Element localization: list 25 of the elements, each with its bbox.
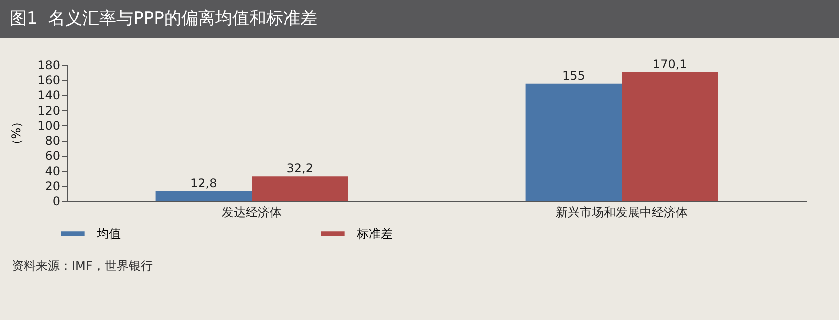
legend-label: 标准差: [356, 227, 393, 241]
bar: [526, 84, 622, 201]
y-tick-label: 120: [38, 104, 60, 118]
y-tick-label: 40: [45, 164, 60, 178]
y-tick-label: 100: [38, 118, 60, 133]
data-label: 32,2: [286, 162, 314, 176]
data-label: 12,8: [190, 176, 218, 190]
chart-title: 图1 名义汇率与PPP的偏离均值和标准差: [0, 0, 839, 38]
y-tick-label: 60: [45, 149, 60, 164]
bar: [622, 72, 718, 201]
x-tick-label: 发达经济体: [222, 206, 282, 220]
y-tick-label: 140: [38, 88, 60, 103]
data-label: 170,1: [652, 57, 688, 72]
y-tick-label: 0: [52, 194, 60, 208]
legend-label: 均值: [96, 227, 121, 241]
bar: [156, 191, 252, 201]
y-tick-label: 180: [38, 58, 60, 72]
y-tick-label: 80: [45, 134, 60, 148]
x-tick-label: 新兴市场和发展中经济体: [556, 206, 688, 220]
data-label: 155: [562, 68, 586, 83]
y-tick-label: 20: [45, 179, 60, 194]
y-axis-title: （%）: [10, 116, 24, 152]
bar: [252, 176, 348, 201]
text: 资料来源：IMF，世界银行: [11, 258, 154, 275]
y-tick-label: 160: [38, 74, 60, 88]
